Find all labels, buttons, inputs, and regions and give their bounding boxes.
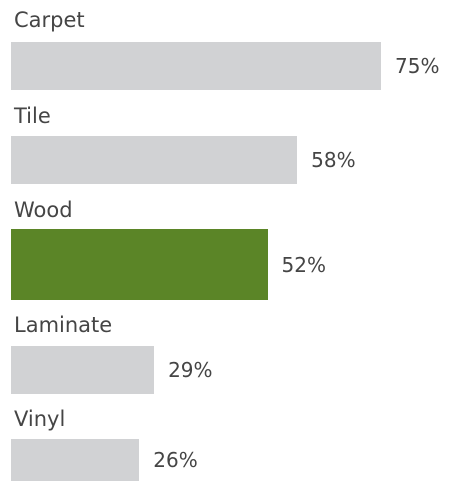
bar-vinyl (11, 439, 140, 481)
value-label-vinyl: 26% (153, 448, 198, 472)
category-label-tile: Tile (14, 104, 51, 128)
bar-tile (11, 136, 298, 184)
category-label-vinyl: Vinyl (14, 407, 66, 431)
bar-carpet (11, 42, 381, 90)
value-label-wood: 52% (281, 252, 326, 277)
bar-wood (11, 229, 268, 300)
value-label-laminate: 29% (168, 358, 213, 382)
category-label-wood: Wood (14, 198, 73, 222)
value-label-tile: 58% (311, 148, 356, 172)
value-label-carpet: 75% (395, 54, 440, 78)
bar-laminate (11, 346, 155, 394)
category-label-laminate: Laminate (14, 313, 113, 337)
category-label-carpet: Carpet (14, 8, 85, 32)
